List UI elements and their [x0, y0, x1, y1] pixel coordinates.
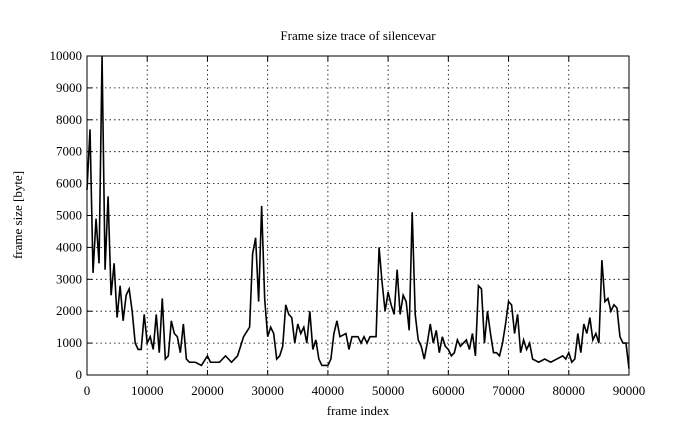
- y-tick-label: 4000: [56, 239, 82, 254]
- y-tick-label: 0: [76, 367, 83, 382]
- x-tick-label: 60000: [432, 383, 465, 398]
- x-axis-label: frame index: [327, 403, 390, 418]
- y-tick-label: 1000: [56, 335, 82, 350]
- y-axis-label: frame size [byte]: [10, 171, 25, 259]
- x-tick-label: 50000: [372, 383, 405, 398]
- y-tick-label: 2000: [56, 303, 82, 318]
- x-tick-label: 0: [84, 383, 91, 398]
- plot-frame: [86, 55, 630, 376]
- y-tick-label: 10000: [50, 48, 83, 63]
- x-tick-label: 30000: [251, 383, 284, 398]
- y-tick-label: 8000: [56, 112, 82, 127]
- x-tick-label: 80000: [553, 383, 586, 398]
- y-tick-label: 7000: [56, 144, 82, 159]
- x-tick-label: 70000: [492, 383, 525, 398]
- x-tick-label: 10000: [131, 383, 164, 398]
- y-tick-label: 9000: [56, 80, 82, 95]
- x-tick-label: 40000: [312, 383, 345, 398]
- chart-title: Frame size trace of silencevar: [280, 28, 436, 43]
- x-tick-label: 90000: [613, 383, 646, 398]
- y-tick-label: 6000: [56, 176, 82, 191]
- data-line: [86, 55, 630, 369]
- y-tick-label: 3000: [56, 271, 82, 286]
- x-tick-label: 20000: [191, 383, 224, 398]
- y-tick-label: 5000: [56, 208, 82, 223]
